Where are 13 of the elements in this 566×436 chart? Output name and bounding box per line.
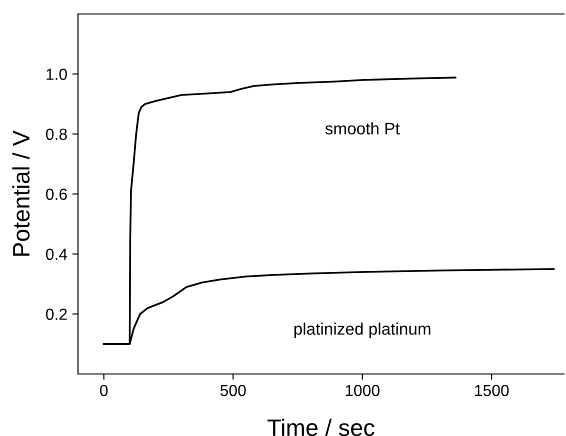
x-axis-title: Time / sec xyxy=(268,418,374,436)
x-tick-label: 1000 xyxy=(346,384,380,396)
x-tick-label: 1500 xyxy=(475,384,509,396)
y-tick-label: 0.4 xyxy=(46,248,68,260)
text: smooth Pt xyxy=(325,122,400,134)
x-tick-label: 500 xyxy=(220,384,246,396)
x-tick-label: 0 xyxy=(100,384,108,396)
y-tick-label: 0.8 xyxy=(46,128,67,140)
y-tick-label: 0.6 xyxy=(46,188,67,200)
y-tick-label: 0.2 xyxy=(46,308,67,320)
y-axis-title: Potential / V xyxy=(12,130,30,256)
y-tick-label: 1.0 xyxy=(46,68,67,80)
text: platinized platinum xyxy=(294,322,430,338)
